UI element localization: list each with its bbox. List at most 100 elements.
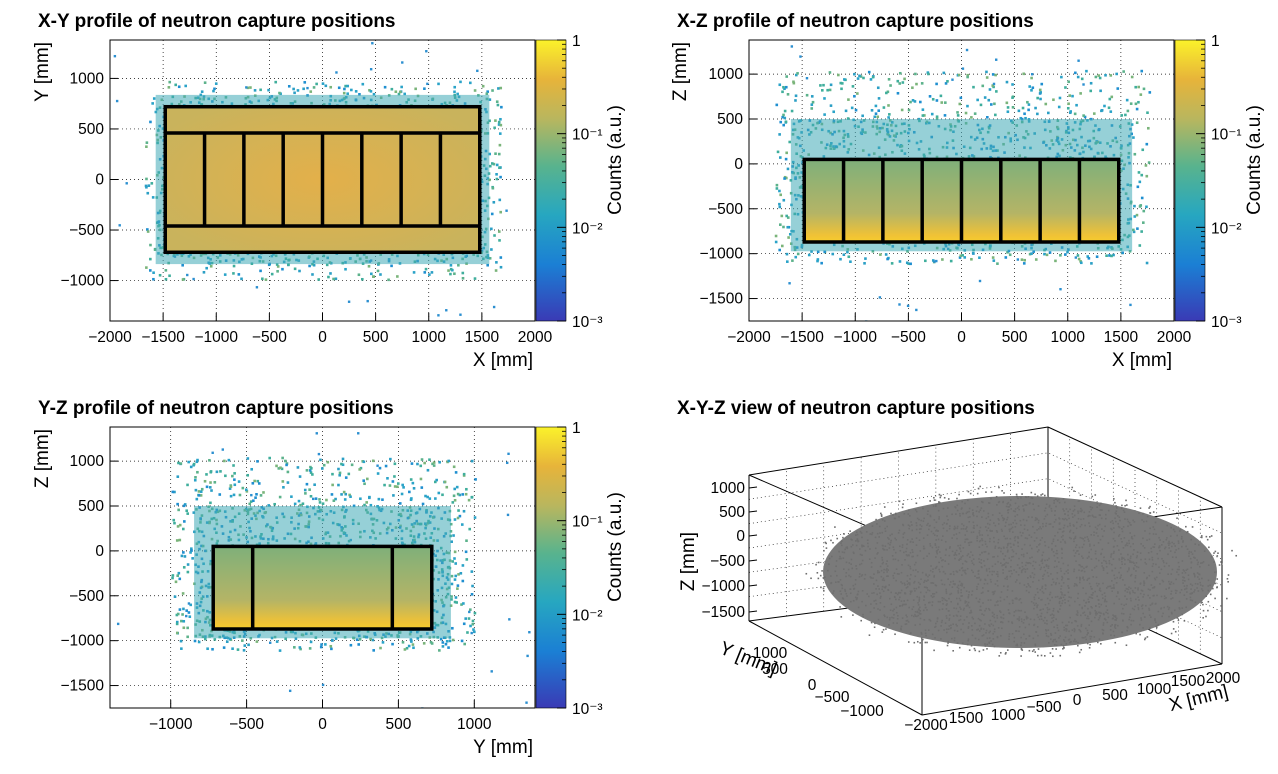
capture-point	[903, 582, 906, 585]
noise-point	[194, 476, 197, 479]
noise-point	[175, 622, 179, 626]
noise-point	[488, 257, 492, 260]
noise-point	[225, 640, 229, 644]
x-tick-label: −1000	[149, 716, 193, 733]
noise-point	[1138, 205, 1142, 208]
noise-point	[847, 255, 851, 259]
capture-point	[1020, 496, 1022, 499]
noise-point	[319, 458, 322, 462]
capture-point	[862, 613, 864, 616]
capture-point	[1163, 597, 1166, 600]
noise-point	[1140, 196, 1144, 200]
capture-point	[939, 496, 942, 499]
y-tick-label: 1000	[70, 70, 105, 87]
noise-point	[298, 646, 302, 649]
outlier-point	[369, 68, 373, 71]
halo-point	[181, 263, 184, 267]
capture-point	[929, 514, 932, 517]
capture-point	[1004, 577, 1006, 580]
noise-point	[823, 113, 826, 116]
noise-point	[253, 89, 257, 92]
capture-point	[1172, 628, 1175, 630]
noise-point	[464, 550, 468, 554]
noise-point	[190, 549, 193, 552]
noise-point	[966, 73, 970, 77]
noise-point	[785, 252, 789, 256]
noise-point	[816, 258, 820, 261]
noise-point	[849, 260, 852, 264]
noise-point	[889, 84, 892, 87]
outlier-point	[426, 82, 429, 86]
noise-point	[496, 103, 500, 107]
noise-point	[196, 470, 199, 474]
colorbar-tick-label: 10⁻³	[572, 701, 603, 718]
noise-point	[245, 490, 249, 493]
capture-point	[967, 596, 970, 599]
noise-point	[787, 236, 790, 239]
capture-point	[1182, 541, 1184, 543]
noise-point	[837, 73, 840, 77]
noise-point	[259, 88, 262, 92]
noise-point	[227, 458, 231, 462]
y-axis-label: Z [mm]	[670, 42, 691, 101]
cloud-core	[823, 496, 1217, 648]
noise-point	[943, 114, 947, 117]
noise-point	[890, 262, 894, 265]
noise-point	[488, 178, 491, 182]
noise-point	[344, 476, 348, 479]
panel-xz: X-Z profile of neutron capture positions…	[670, 11, 1265, 371]
capture-point	[1177, 547, 1180, 550]
noise-point	[457, 573, 460, 576]
noise-point	[1129, 102, 1133, 105]
noise-point	[911, 99, 915, 102]
noise-point	[971, 251, 975, 255]
noise-point	[463, 642, 466, 646]
noise-point	[488, 119, 491, 123]
outlier-point	[255, 286, 259, 289]
noise-point	[1137, 100, 1140, 104]
noise-point	[396, 485, 399, 489]
capture-point	[1185, 606, 1187, 609]
capture-point	[1145, 604, 1147, 607]
noise-point	[414, 87, 417, 91]
noise-point	[782, 225, 785, 229]
x-tick-label: −500	[891, 329, 926, 346]
capture-point	[1075, 544, 1078, 546]
noise-point	[308, 647, 312, 650]
outlier-point	[366, 299, 369, 303]
capture-point	[1089, 635, 1091, 638]
noise-point	[1054, 259, 1057, 263]
capture-point	[1080, 623, 1083, 626]
halo-point	[275, 263, 279, 266]
plot-area	[110, 427, 535, 708]
noise-point	[491, 89, 494, 92]
noise-point	[976, 98, 979, 102]
capture-point	[1029, 575, 1032, 577]
noise-point	[807, 253, 811, 257]
capture-point	[1088, 551, 1090, 554]
capture-point	[1072, 516, 1074, 518]
capture-point	[1028, 562, 1031, 564]
capture-point	[929, 543, 931, 545]
noise-point	[458, 514, 462, 518]
capture-point	[844, 588, 846, 591]
noise-point	[473, 89, 477, 92]
noise-point	[409, 478, 413, 481]
noise-point	[186, 563, 190, 566]
noise-point	[871, 75, 875, 79]
noise-point	[958, 256, 962, 259]
capture-point	[1179, 591, 1182, 594]
outlier-point	[508, 618, 511, 621]
noise-point	[292, 87, 295, 91]
noise-point	[460, 523, 464, 526]
noise-point	[447, 459, 450, 463]
noise-point	[340, 462, 343, 466]
noise-point	[1004, 256, 1008, 259]
noise-point	[856, 77, 860, 80]
noise-point	[1064, 253, 1067, 256]
noise-point	[455, 485, 459, 489]
noise-point	[329, 644, 333, 648]
capture-point	[1117, 591, 1119, 593]
outlier-point	[335, 71, 338, 74]
outlier-point	[961, 67, 965, 70]
